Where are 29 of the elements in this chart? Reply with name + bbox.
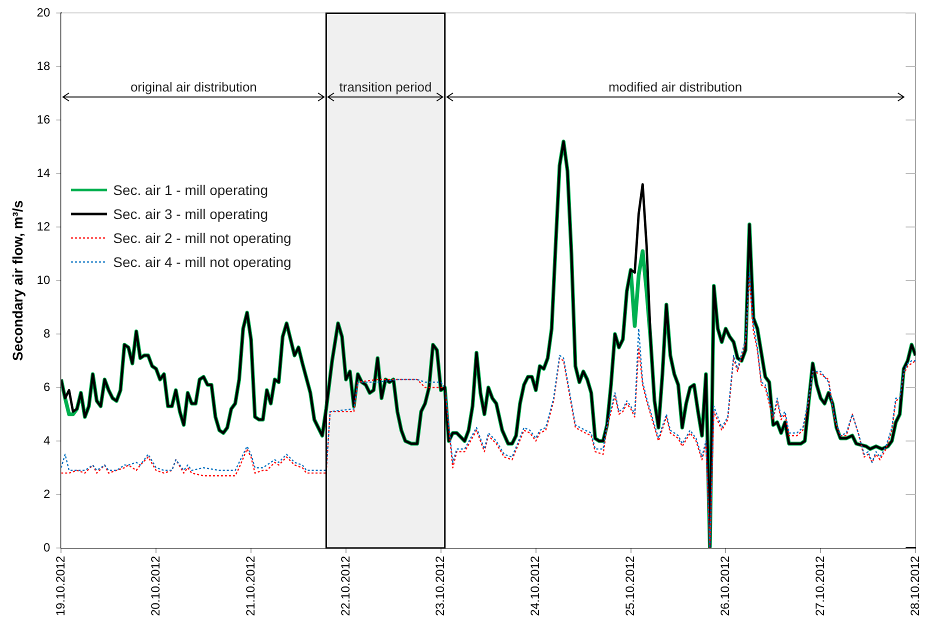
- y-tick-label: 14: [36, 166, 50, 180]
- y-tick-label: 8: [43, 326, 50, 340]
- y-axis-title: Secondary air flow, m³/s: [9, 200, 26, 361]
- x-tick-label: 21.10.2012: [243, 556, 258, 616]
- legend-label: Sec. air 2 - mill not operating: [113, 230, 292, 246]
- legend-label: Sec. air 4 - mill not operating: [113, 254, 292, 270]
- band-label: modified air distribution: [608, 79, 742, 94]
- x-tick-label: 23.10.2012: [433, 556, 448, 616]
- y-tick-label: 6: [43, 380, 50, 394]
- x-tick-label: 20.10.2012: [148, 556, 162, 616]
- x-tick-label: 28.10.2012: [908, 556, 922, 616]
- legend-label: Sec. air 1 - mill operating: [113, 182, 268, 198]
- band-label: transition period: [339, 79, 432, 94]
- y-tick-label: 0: [43, 540, 50, 554]
- y-tick-label: 18: [36, 58, 50, 73]
- y-tick-label: 10: [36, 272, 50, 287]
- x-tick-label: 26.10.2012: [718, 556, 732, 616]
- y-tick-label: 20: [36, 6, 50, 20]
- band-label: original air distribution: [130, 79, 257, 94]
- x-tick-label: 24.10.2012: [528, 556, 542, 616]
- x-tick-label: 27.10.2012: [812, 556, 827, 616]
- y-tick-label: 2: [43, 486, 50, 501]
- y-tick-label: 16: [36, 112, 50, 126]
- y-tick-label: 4: [43, 433, 50, 448]
- x-tick-label: 19.10.2012: [53, 556, 68, 616]
- x-tick-label: 22.10.2012: [338, 556, 352, 616]
- y-tick-label: 12: [36, 219, 50, 234]
- legend-label: Sec. air 3 - mill operating: [113, 206, 268, 222]
- x-tick-label: 25.10.2012: [623, 556, 638, 616]
